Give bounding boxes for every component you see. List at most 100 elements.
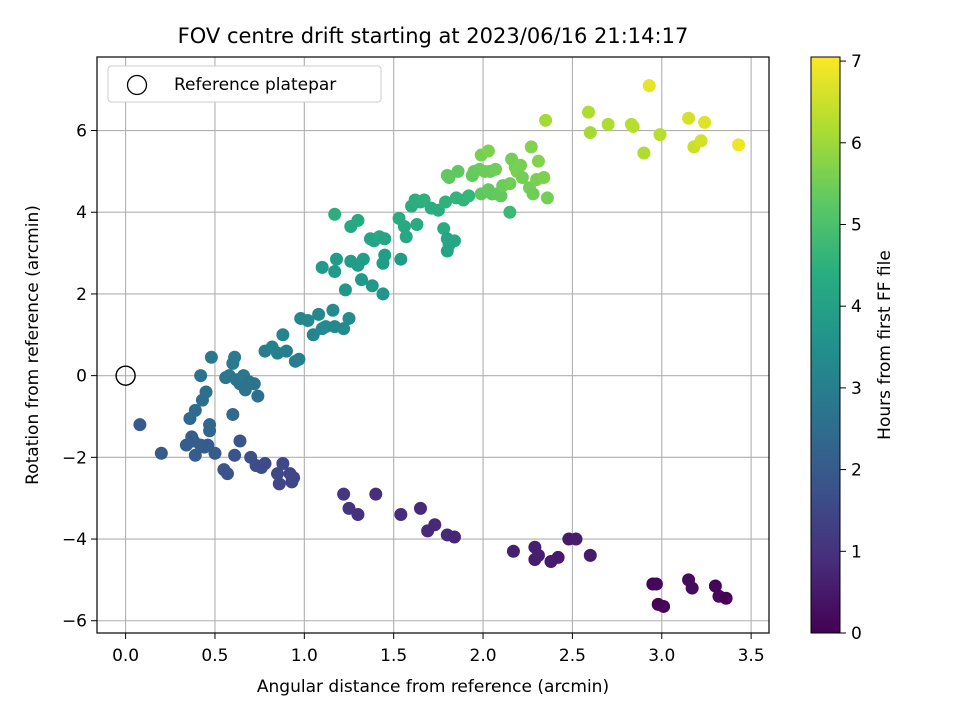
data-point	[685, 581, 699, 595]
plot-frame	[96, 56, 770, 634]
data-point	[355, 273, 369, 287]
data-point	[537, 171, 551, 185]
y-tick-label: −2	[62, 448, 87, 468]
data-point	[208, 446, 222, 460]
data-point	[682, 111, 696, 125]
colorbar-tick-label: 1	[851, 542, 862, 562]
data-point	[524, 140, 538, 154]
x-tick-label: 0.5	[201, 646, 228, 666]
data-point	[272, 477, 286, 491]
colorbar-tick-label: 4	[851, 297, 862, 317]
y-tick-label: 4	[76, 203, 87, 223]
x-tick-label: 2.5	[559, 646, 586, 666]
data-point	[399, 230, 413, 244]
data-point	[514, 158, 528, 172]
data-point	[258, 456, 272, 470]
data-point	[649, 577, 663, 591]
data-point	[551, 550, 565, 564]
data-point	[329, 252, 343, 266]
data-point	[451, 164, 465, 178]
data-point	[342, 311, 356, 325]
colorbar	[810, 56, 841, 634]
data-point	[188, 448, 202, 462]
data-point	[394, 252, 408, 266]
data-point	[439, 195, 453, 209]
data-point	[351, 508, 365, 522]
data-point	[376, 287, 390, 301]
colorbar-tick-label: 7	[851, 52, 862, 72]
chart-title: FOV centre drift starting at 2023/06/16 …	[178, 24, 689, 48]
colorbar-label: Hours from first FF file	[875, 250, 895, 440]
data-point	[378, 248, 392, 262]
y-tick-label: −6	[62, 612, 87, 632]
data-point	[233, 434, 247, 448]
data-point	[583, 126, 597, 140]
data-point	[337, 322, 351, 336]
data-point	[378, 232, 392, 246]
data-point	[276, 456, 290, 470]
reference-marker-group	[115, 365, 136, 386]
data-point	[489, 162, 503, 176]
data-point	[410, 217, 424, 231]
data-point	[694, 134, 708, 148]
data-point	[326, 303, 340, 317]
colorbar-tick-label: 6	[851, 134, 862, 154]
y-tick-label: 2	[76, 285, 87, 305]
data-point	[626, 119, 640, 133]
data-point	[337, 487, 351, 501]
data-point	[462, 189, 476, 203]
data-point	[601, 117, 615, 131]
x-tick-label: 2.0	[470, 646, 497, 666]
data-point	[698, 115, 712, 129]
data-point	[199, 385, 213, 399]
x-tick-label: 3.5	[738, 646, 765, 666]
data-point	[328, 207, 342, 221]
y-tick-label: 0	[76, 367, 87, 387]
y-tick-label: −4	[62, 530, 87, 550]
data-point	[653, 128, 667, 142]
data-point	[226, 407, 240, 421]
data-points	[133, 79, 746, 613]
colorbar-tick-label: 0	[851, 624, 862, 644]
data-point	[247, 377, 261, 391]
x-tick-label: 0.0	[112, 646, 139, 666]
data-point	[276, 328, 290, 342]
data-point	[540, 191, 554, 205]
data-point	[204, 350, 218, 364]
data-point	[203, 424, 217, 438]
colorbar-tick-label: 5	[851, 215, 862, 235]
data-point	[708, 579, 722, 593]
y-tick-label: 6	[76, 122, 87, 142]
legend-label: Reference platepar	[174, 75, 336, 95]
colorbar-ticks: 0 1 2 3 4 5 6 7	[840, 52, 862, 644]
data-point	[365, 279, 379, 293]
x-tick-label: 1.5	[380, 646, 407, 666]
data-point	[338, 283, 352, 297]
colorbar-tick-label: 2	[851, 461, 862, 481]
data-point	[437, 222, 451, 236]
data-point	[581, 105, 595, 119]
data-point	[515, 171, 529, 185]
data-point	[312, 307, 326, 321]
legend: Reference platepar	[107, 65, 382, 103]
y-axis-label: Rotation from reference (arcmin)	[23, 205, 43, 485]
data-point	[397, 220, 411, 234]
data-point	[328, 264, 342, 278]
data-point	[506, 544, 520, 558]
data-point	[356, 252, 370, 266]
data-point	[133, 418, 147, 432]
x-axis-label: Angular distance from reference (arcmin)	[257, 677, 609, 697]
data-point	[526, 187, 540, 201]
data-point	[251, 389, 265, 403]
data-point	[351, 213, 365, 227]
data-point	[279, 344, 293, 358]
data-point	[642, 79, 656, 93]
colorbar-tick-label: 3	[851, 379, 862, 399]
x-axis-ticks: 0.0 0.5 1.0 1.5 2.0 2.5 3.0 3.5	[112, 633, 765, 666]
data-point	[228, 350, 242, 364]
data-point	[369, 487, 383, 501]
data-point	[569, 532, 583, 546]
data-point	[719, 591, 733, 605]
data-point	[413, 501, 427, 515]
